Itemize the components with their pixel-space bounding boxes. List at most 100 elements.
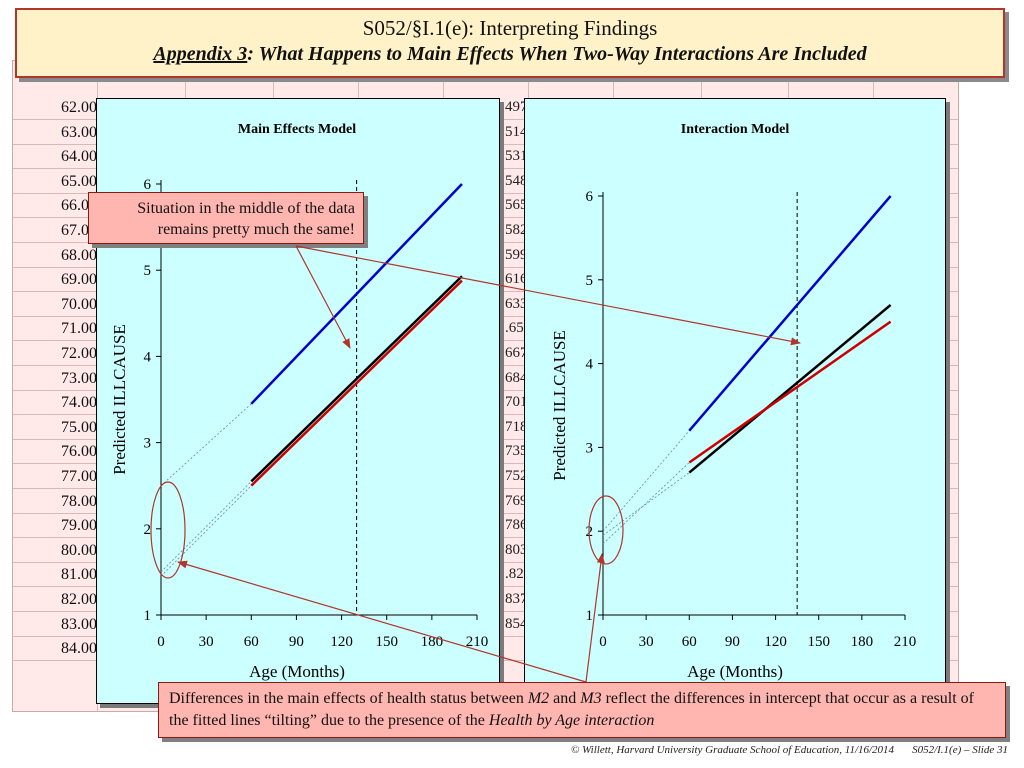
row-label: 69.00: [61, 271, 97, 289]
y-axis-label: Predicted ILLCAUSE: [110, 324, 129, 475]
y-tick-label: 3: [144, 436, 152, 452]
middle-data-callout: Situation in the middle of the data rema…: [88, 192, 364, 244]
cell-value: 514: [505, 123, 528, 140]
x-axis-label: Age (Months): [687, 662, 783, 681]
slide-subtitle: Appendix 3: What Happens to Main Effects…: [17, 43, 1003, 66]
callout-line: Situation in the middle of the data: [137, 200, 355, 217]
row-label: 82.00: [61, 591, 97, 608]
chart-title: Main Effects Model: [238, 122, 356, 137]
row-label: 78.00: [61, 492, 97, 510]
interaction-chart: Interaction Model 0 30 60 90 120 150 180 210 1 2 3 4…: [550, 122, 917, 681]
row-label: 79.00: [61, 517, 97, 535]
row-label: 83.00: [61, 615, 97, 633]
row-label: 63.00: [61, 123, 97, 141]
row-label: 64.00: [61, 148, 97, 166]
cell-value: 548: [505, 172, 528, 189]
y-tick-label: 2: [586, 524, 594, 540]
x-axis-label: Age (Months): [249, 662, 345, 681]
row-label: 77.00: [61, 468, 97, 485]
y-tick-label: 2: [144, 522, 152, 538]
y-tick-label: 4: [144, 349, 152, 365]
row-label: 81.00: [61, 566, 97, 584]
cell-value: 667: [505, 345, 528, 361]
row-label: 70.00: [61, 295, 97, 313]
x-tick-label: 150: [375, 634, 398, 650]
x-tick-label: 180: [421, 634, 444, 650]
row-label: 65.00: [61, 172, 97, 190]
series-line: [688, 195, 892, 432]
cell-value: 769: [505, 492, 528, 509]
chart-title: Interaction Model: [681, 122, 790, 137]
row-label: 73.00: [61, 369, 97, 387]
x-tick-label: 90: [289, 634, 304, 650]
series-line: [688, 320, 892, 464]
row-label: 84.00: [61, 640, 97, 658]
y-tick-label: 1: [586, 608, 594, 624]
cell-value: 735: [505, 443, 528, 460]
y-tick-label: 3: [586, 440, 594, 456]
slide-title-box: S052/§I.1(e): Interpreting Findings Appe…: [15, 8, 1005, 78]
y-tick-label: 4: [586, 357, 594, 373]
cell-value: 684: [505, 369, 528, 386]
y-tick-label: 1: [144, 608, 152, 624]
x-tick-label: 120: [330, 634, 353, 650]
x-tick-label: 30: [199, 634, 214, 650]
x-tick-label: 210: [894, 634, 917, 650]
footer-credit: © Willett, Harvard University Graduate S…: [571, 744, 895, 756]
x-tick-label: 60: [244, 634, 259, 650]
callout-text: Differences in the main effects of healt…: [169, 690, 528, 707]
cell-value: 582: [505, 222, 528, 238]
extrapolation-line: [160, 485, 252, 577]
cell-value: 497: [505, 99, 528, 115]
main-effects-chart: Main Effects Model 0 30 60 90 120 150 180 210 1 2 3…: [110, 122, 489, 681]
row-label: 67.00: [61, 222, 97, 239]
slide-footer: © Willett, Harvard University Graduate S…: [553, 744, 1008, 756]
x-tick-label: 0: [157, 634, 165, 650]
subtitle-text: : What Happens to Main Effects When Two-…: [247, 43, 867, 65]
row-label: 62.00: [61, 99, 97, 116]
row-label: 72.00: [61, 345, 97, 362]
y-tick-label: 5: [586, 273, 594, 289]
callout-text: reflect the differences in intercept tha…: [169, 690, 975, 729]
appendix-label: Appendix 3: [153, 43, 248, 65]
x-tick-label: 180: [851, 634, 874, 650]
y-tick-label: 6: [144, 177, 152, 193]
row-label: 76.00: [61, 443, 97, 461]
footer-slide-number: S052/I.1(e) – Slide 31: [912, 744, 1008, 756]
cell-value: 718: [505, 418, 528, 435]
x-tick-label: 30: [639, 634, 654, 650]
intercept-difference-callout: Differences in the main effects of healt…: [158, 682, 1006, 738]
cell-value: 531: [505, 148, 528, 165]
x-tick-label: 150: [807, 634, 830, 650]
main-effects-chart-panel: Main Effects Model 0 30 60 90 120 150 180 210 1 2 3…: [96, 98, 500, 704]
extrapolation-line: [160, 403, 252, 486]
y-axis-label: Predicted ILLCAUSE: [550, 330, 569, 481]
row-label: 66.00: [61, 197, 97, 215]
model-m2-label: M2: [527, 690, 550, 707]
row-label: 74.00: [61, 394, 97, 412]
y-tick-label: 5: [144, 263, 152, 279]
x-tick-label: 120: [764, 634, 787, 650]
x-tick-label: 90: [725, 634, 740, 650]
interaction-chart-panel: Interaction Model 0 30 60 90 120 150 180 210 1 2 3 4…: [524, 98, 946, 704]
x-tick-label: 0: [599, 634, 607, 650]
callout-text: and: [549, 690, 581, 707]
series-line: [688, 303, 892, 474]
row-label: 68.00: [61, 246, 97, 264]
x-tick-label: 60: [682, 634, 697, 650]
row-label: 71.00: [61, 320, 97, 338]
cell-value: 786: [505, 517, 528, 534]
interaction-term-label: Health by Age interaction: [488, 712, 655, 729]
slide-title: S052/§I.1(e): Interpreting Findings: [362, 16, 658, 40]
extrapolation-line: [160, 481, 252, 573]
extrapolation-line: [602, 472, 690, 536]
cell-value: 752: [505, 468, 528, 484]
extrapolation-line: [602, 462, 690, 545]
cell-value: 803: [505, 541, 528, 558]
model-m3-label: M3: [580, 690, 602, 707]
cell-value: 701: [505, 394, 528, 411]
cell-value: 565: [505, 197, 528, 214]
y-tick-label: 6: [586, 189, 594, 205]
x-tick-label: 210: [466, 634, 489, 650]
extrapolation-line: [602, 430, 690, 532]
